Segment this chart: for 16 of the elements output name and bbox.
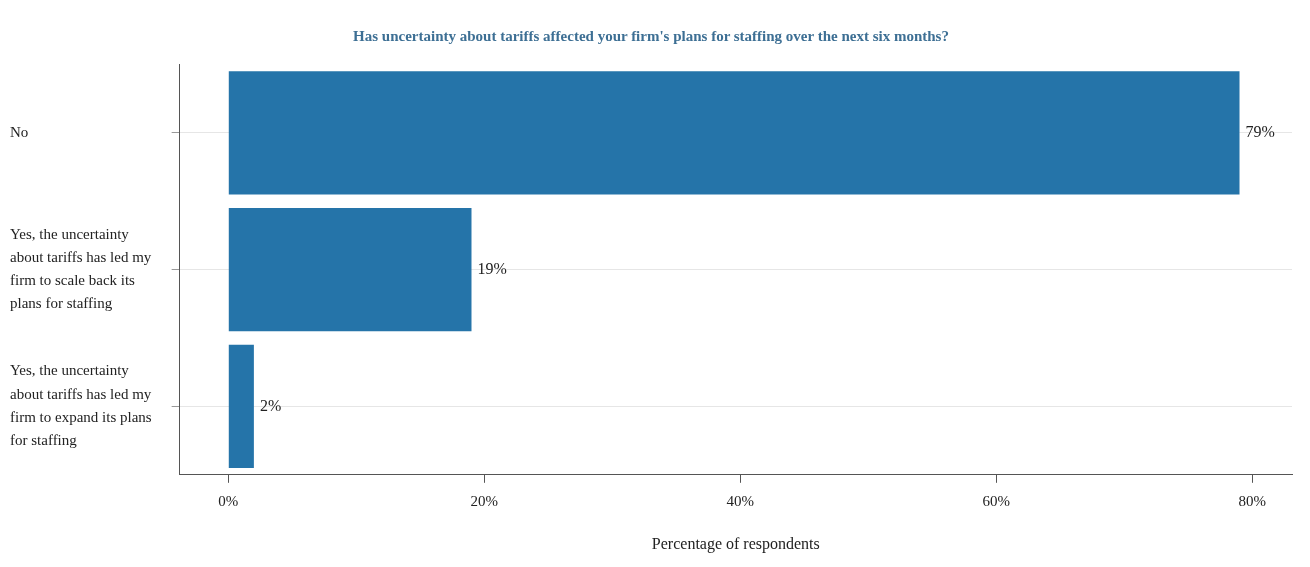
data-label: 2%	[259, 396, 282, 414]
x-tick-label: 0%	[218, 492, 239, 509]
bar	[228, 344, 254, 468]
y-tick-label: Yes, the uncertainty about tariffs has led my firm to expand its plans for staffing	[10, 362, 152, 449]
x-axis-title: Percentage of respondents	[651, 534, 820, 553]
x-tick-label: 40%	[726, 492, 755, 509]
data-label: 79%	[1245, 123, 1275, 141]
x-tick-label: 80%	[1238, 492, 1267, 509]
bar	[228, 71, 1240, 195]
x-tick-label: 60%	[982, 492, 1011, 509]
x-tick-label: 20%	[470, 492, 499, 509]
y-tick-label: No	[10, 123, 29, 140]
chart-title: Has uncertainty about tariffs affected your firm's plans for staffing over the next six months?	[353, 28, 949, 45]
data-label: 19%	[477, 259, 507, 277]
bar	[228, 208, 472, 332]
y-tick-label: Yes, the uncertainty about tariffs has led my firm to scale back its plans for staffing	[10, 225, 152, 312]
